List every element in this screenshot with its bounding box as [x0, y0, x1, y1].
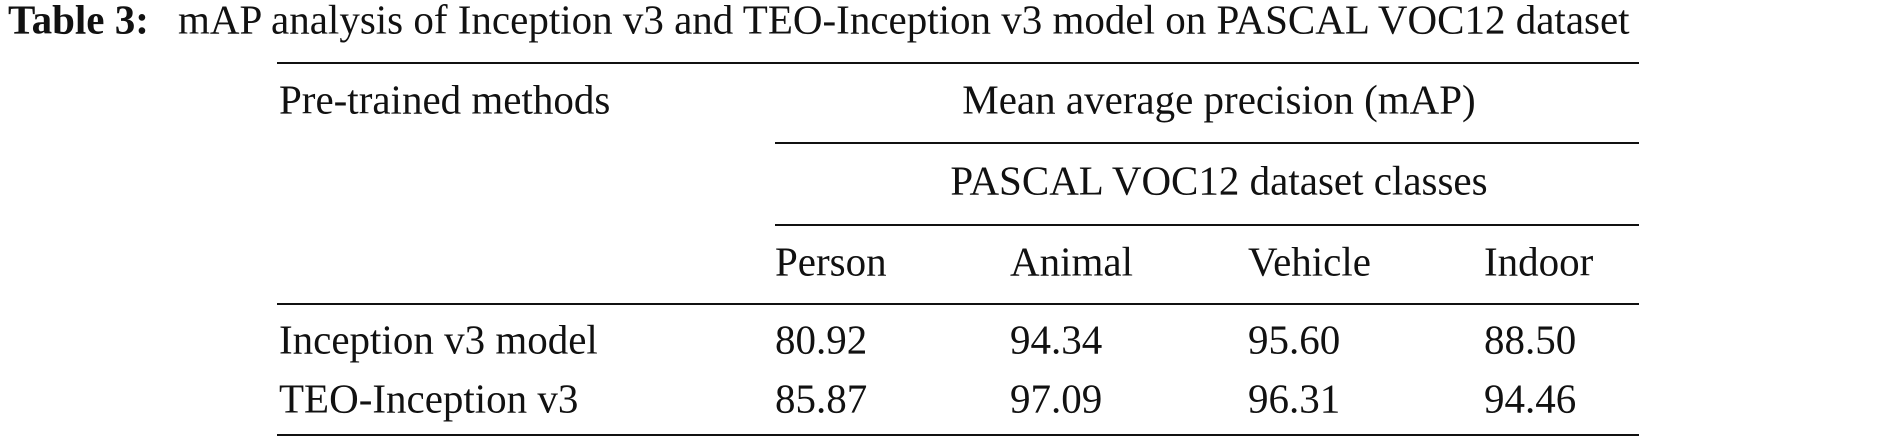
row-label: Inception v3 model [279, 316, 598, 362]
cell: 97.09 [1010, 375, 1102, 421]
row-label: TEO-Inception v3 [279, 375, 578, 421]
cell: 94.46 [1484, 375, 1576, 421]
column-header: Vehicle [1248, 238, 1371, 284]
column-header: Person [775, 238, 887, 284]
column-header: Animal [1010, 238, 1133, 284]
caption-text: mAP analysis of Inception v3 and TEO-Inc… [178, 0, 1630, 42]
caption-label: Table 3: [8, 0, 149, 42]
subgroup-header: PASCAL VOC12 dataset classes [950, 157, 1487, 203]
cell: 88.50 [1484, 316, 1576, 362]
cell: 94.34 [1010, 316, 1102, 362]
cell: 85.87 [775, 375, 867, 421]
row-header: Pre-trained methods [279, 76, 610, 122]
cell: 95.60 [1248, 316, 1340, 362]
cell: 96.31 [1248, 375, 1340, 421]
group-header: Mean average precision (mAP) [962, 76, 1475, 122]
cell: 80.92 [775, 316, 867, 362]
column-header: Indoor [1484, 238, 1594, 284]
